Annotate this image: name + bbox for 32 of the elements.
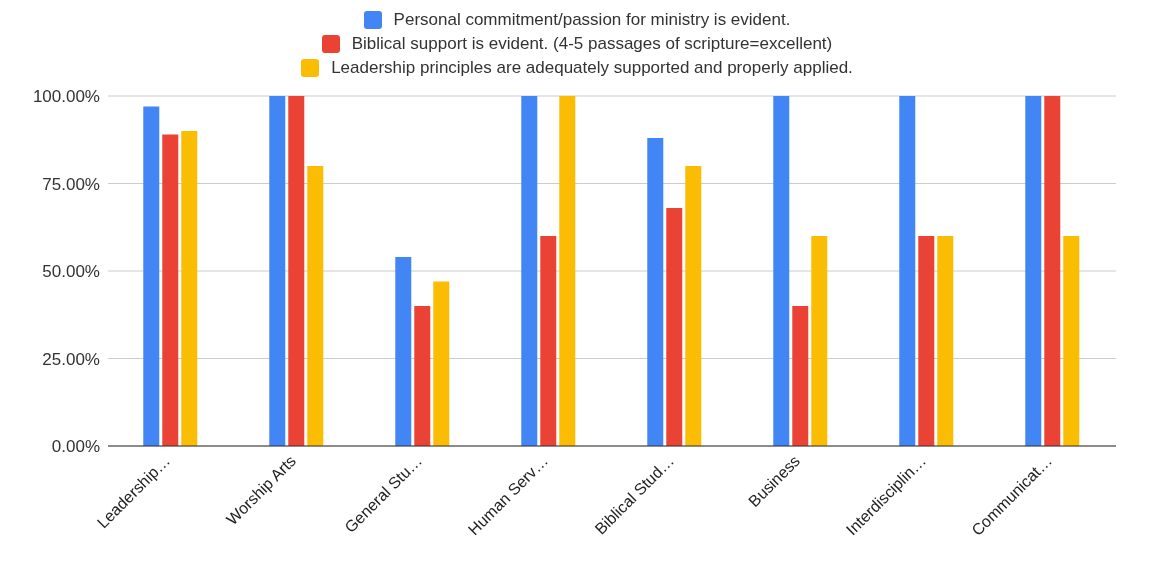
bar <box>540 236 557 446</box>
legend-label: Personal commitment/passion for ministry is evident. <box>393 10 791 30</box>
bar <box>162 134 179 446</box>
bar <box>685 166 702 446</box>
bar <box>181 131 198 446</box>
bar <box>1025 96 1042 446</box>
bar <box>1044 96 1061 446</box>
bar <box>559 96 576 446</box>
bar <box>666 208 683 446</box>
legend-label: Biblical support is evident. (4-5 passages of scripture=excellent) <box>351 34 833 54</box>
legend-label: Leadership principles are adequately supported and properly applied. <box>331 58 853 78</box>
bar <box>811 236 828 446</box>
bar <box>269 96 286 446</box>
bar <box>521 96 538 446</box>
y-tick-label: 25.00% <box>42 349 100 369</box>
bar <box>307 166 324 446</box>
bar <box>433 281 450 446</box>
y-tick-label: 100.00% <box>32 87 100 107</box>
bar <box>918 236 935 446</box>
bar <box>395 257 412 446</box>
y-tick-label: 50.00% <box>42 262 100 282</box>
bar <box>414 306 431 446</box>
bar <box>937 236 954 446</box>
bar <box>1063 236 1080 446</box>
bar <box>899 96 916 446</box>
bar <box>288 96 305 446</box>
y-tick-label: 0.00% <box>51 437 100 457</box>
bar <box>773 96 790 446</box>
bar <box>143 106 160 446</box>
bar <box>647 138 664 446</box>
bar <box>792 306 809 446</box>
y-tick-label: 75.00% <box>42 174 100 194</box>
